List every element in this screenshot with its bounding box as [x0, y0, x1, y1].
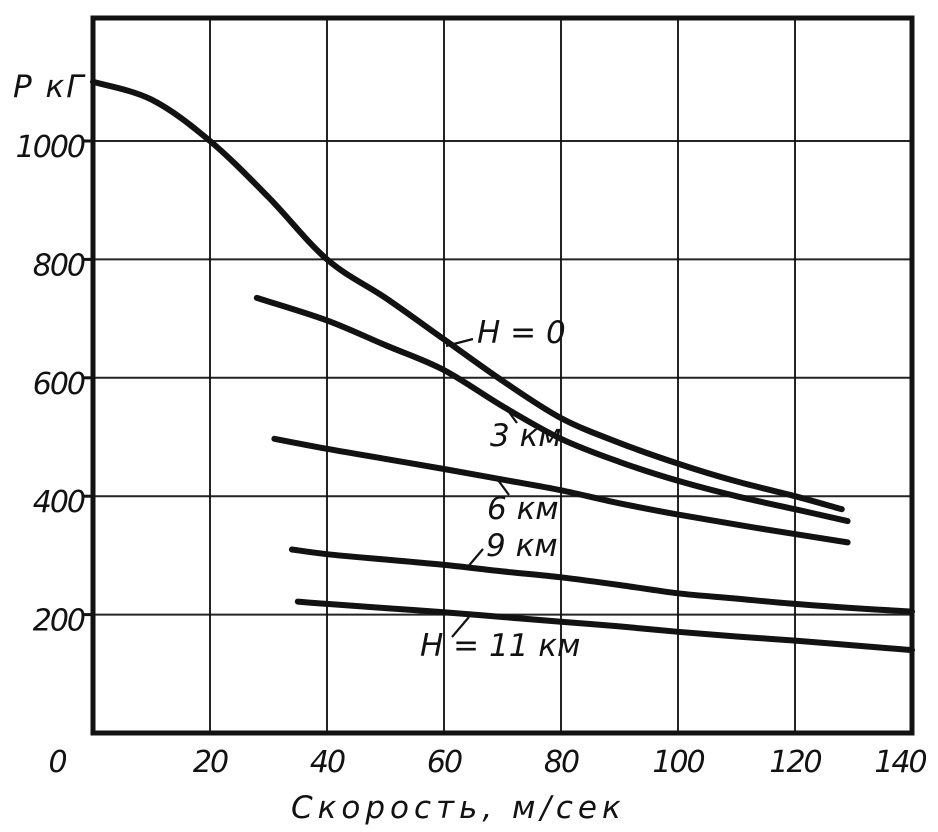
axes-frame: [90, 15, 915, 736]
curve-label-h0: H = 0: [477, 315, 566, 351]
plot-frame: [90, 15, 915, 736]
leader-line-h0: [445, 337, 474, 348]
grid-layer: [84, 18, 912, 733]
y-tick-label-800: 800: [33, 248, 85, 283]
curve-H-6km: [271, 435, 851, 546]
curve-label-11km: H = 11 км: [420, 628, 580, 664]
x-tick-label-20: 20: [193, 745, 228, 780]
curve-H-9km: [288, 546, 915, 615]
curve-H-3km: [253, 294, 851, 525]
curve-layer: [90, 78, 915, 654]
x-tick-label-120: 120: [769, 745, 821, 780]
curve-labels-layer: H = 0 3 км 6 км9 км H = 11 км: [420, 315, 580, 664]
tick-labels-layer: 0 20 40 60 80 100 120 140 200 400 600 800 1000: [16, 130, 929, 780]
x-tick-label-40: 40: [310, 745, 345, 780]
curve-H-11km: [294, 598, 915, 654]
y-tick-label-1000: 1000: [16, 130, 85, 165]
x-tick-label-0: 0: [48, 745, 66, 780]
curve-label-9km: 9 км: [486, 528, 558, 564]
leader-line-3km: [505, 407, 518, 424]
x-tick-label-60: 60: [427, 745, 462, 780]
x-axis-title: Скорость, м/сек: [291, 790, 626, 826]
leader-line-6km: [497, 479, 510, 496]
x-tick-label-80: 80: [544, 745, 579, 780]
curve-label-3km: 3 км: [490, 418, 562, 454]
x-tick-label-100: 100: [652, 745, 704, 780]
curve-H-0km: [90, 78, 845, 513]
y-tick-label-400: 400: [33, 485, 85, 520]
y-tick-label-600: 600: [33, 367, 85, 402]
y-tick-label-200: 200: [33, 604, 85, 639]
leader-line-9km: [465, 548, 484, 570]
x-tick-label-140: 140: [874, 745, 926, 780]
curve-label-6km: 6 км: [487, 491, 559, 527]
leader-line-11km: [451, 616, 470, 638]
y-axis-title: Р кГ: [13, 69, 86, 105]
